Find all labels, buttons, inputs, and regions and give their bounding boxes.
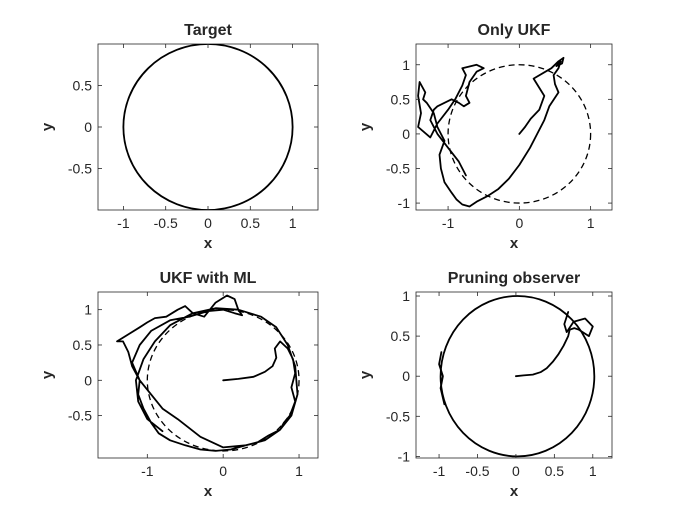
y-tick-label: 0: [402, 126, 410, 142]
x-tick-label: 0: [219, 463, 227, 479]
x-tick-label: 1: [589, 463, 597, 479]
plot-area-only-ukf: [417, 56, 592, 208]
y-tick-label: 1: [402, 288, 410, 304]
chart-title-target: Target: [184, 22, 232, 39]
y-tick-label: 0: [84, 372, 92, 388]
x-tick-label: 1: [295, 463, 303, 479]
y-tick-label: 0.5: [391, 328, 411, 344]
y-axis-label: y: [357, 122, 374, 131]
panel-target: -1 -0.5 0 0.5 1 -0.5 0 0.5 Target x y: [39, 22, 319, 252]
chart-title-ukf-with-ml: UKF with ML: [160, 270, 257, 287]
axes-frame-only-ukf: [415, 43, 613, 211]
x-axis-label: x: [510, 235, 519, 252]
y-axis-label: y: [357, 370, 374, 379]
x-tick-label: 0.5: [545, 463, 565, 479]
x-tick-label: -1: [442, 215, 455, 231]
series-trajectory-2: [438, 351, 446, 406]
panel-only-ukf: -1 0 1 -1 -0.5 0 0.5 1 Only UKF x y: [357, 22, 613, 252]
y-tick-label: -0.5: [386, 161, 410, 177]
y-tick-label: -0.5: [68, 408, 92, 424]
y-axis-label: y: [39, 122, 56, 131]
y-tick-label: 0: [84, 119, 92, 135]
series-trajectory-1: [515, 311, 594, 378]
x-axis-label: x: [204, 483, 213, 500]
y-tick-label: -0.5: [68, 161, 92, 177]
y-tick-label: 0.5: [73, 78, 93, 94]
y-tick-label: -1: [398, 195, 411, 211]
panel-pruning-observer: -1 -0.5 0 0.5 1 -1 -0.5 0 0.5 1 Pruning observer x y: [357, 270, 613, 500]
x-tick-label: -1: [141, 463, 154, 479]
x-tick-label: 0: [512, 463, 520, 479]
y-tick-label: -1: [398, 448, 411, 464]
x-tick-label: 0: [515, 215, 523, 231]
y-axis-label: y: [39, 370, 56, 379]
x-tick-label: 0: [204, 215, 212, 231]
axes-frame-target: [97, 43, 319, 211]
x-axis-label: x: [204, 235, 213, 252]
y-tick-label: 1: [402, 57, 410, 73]
y-tick-label: -0.5: [386, 408, 410, 424]
y-tick-label: 0.5: [391, 91, 411, 107]
x-tick-label: -0.5: [154, 215, 178, 231]
x-tick-label: -0.5: [465, 463, 489, 479]
plot-area-ukf-with-ml: [116, 294, 300, 452]
x-tick-label: -1: [433, 463, 446, 479]
series-trajectory-1: [116, 294, 299, 452]
plot-area-target: [122, 44, 294, 210]
series-trajectory-1: [417, 56, 565, 208]
x-tick-label: 0.5: [241, 215, 261, 231]
chart-title-pruning-observer: Pruning observer: [448, 270, 580, 287]
chart-title-only-ukf: Only UKF: [478, 22, 551, 39]
y-tick-label: 1: [84, 302, 92, 318]
panel-ukf-with-ml: -1 0 1 -0.5 0 0.5 1 UKF with ML x y: [39, 270, 319, 500]
series-reference-circle-0: [447, 64, 592, 204]
plot-area-pruning-observer: [438, 295, 596, 458]
y-tick-label: 0.5: [73, 337, 93, 353]
x-tick-label: -1: [117, 215, 130, 231]
series-circle-0: [122, 44, 294, 210]
axes-frame-ukf-with-ml: [97, 291, 319, 459]
series-circle-0: [439, 295, 596, 458]
x-axis-label: x: [510, 483, 519, 500]
axes-frame-pruning-observer: [415, 291, 613, 459]
x-tick-label: 1: [289, 215, 297, 231]
y-tick-label: 0: [402, 368, 410, 384]
x-tick-label: 1: [587, 215, 595, 231]
